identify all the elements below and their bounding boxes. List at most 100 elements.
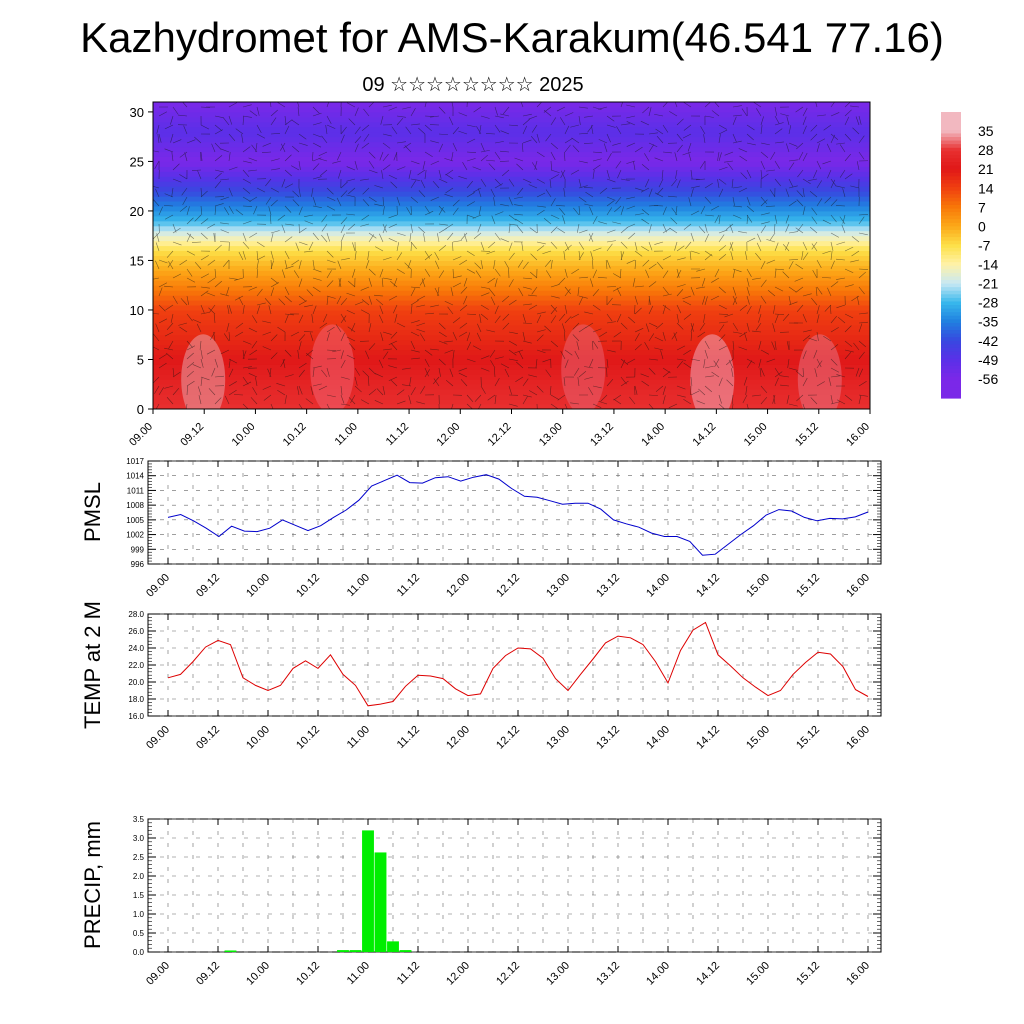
wind-barb [578,252,584,261]
wind-barb [626,259,636,264]
temperature-y-tick-label: 18.0 [128,695,144,704]
wind-barb [648,322,658,328]
wind-barb [410,331,420,337]
wind-barb [321,234,328,243]
colorbar-segment [941,140,961,145]
wind-barb [493,197,496,207]
wind-barb [214,268,217,278]
wind-barb [179,174,188,180]
wind-barb [703,134,706,144]
wind-barb [550,174,559,180]
wind-barb [153,199,160,207]
wind-barb [410,305,413,315]
wind-barb [155,188,160,198]
wind-barb [572,145,580,153]
precipitation-y-tick-label: 3.5 [133,815,145,824]
wind-barb [348,187,356,195]
wind-barb [332,349,342,353]
wind-barb [291,119,300,126]
wind-barb [788,159,798,162]
wind-barb [228,133,236,141]
wind-barb [645,269,650,279]
wind-barb [242,232,247,242]
wind-barb [729,224,734,234]
wind-barb [584,376,594,380]
pmsl-x-tick-label: 14.00 [644,572,672,600]
wind-barb [500,363,510,369]
wind-barb [606,115,615,122]
wind-barb [620,102,624,108]
colorbar-segment [941,129,961,135]
wind-barb [576,341,580,351]
wind-barb [644,153,650,162]
wind-barb [480,367,490,372]
wind-barb [424,170,427,180]
wind-barb [346,292,356,297]
wind-barb [241,134,244,144]
wind-barb [522,396,528,405]
wind-barb [500,238,510,243]
wind-barb [368,169,378,174]
wind-barb [522,331,526,341]
wind-barb [787,358,790,368]
pmsl-x-tick-label: 14.12 [694,572,722,600]
colorbar-segment [941,187,961,192]
wind-barb [368,234,375,243]
wind-barb [424,210,434,216]
wind-barb [362,370,370,378]
wind-barb [732,269,736,279]
wind-barb [592,269,597,279]
wind-barb [494,268,501,277]
wind-barb [153,232,160,240]
wind-barb [381,170,384,180]
wind-barb [598,400,608,405]
wind-barb [186,345,196,351]
wind-barb [165,304,174,311]
wind-barb [668,195,678,198]
wind-barb [760,142,770,146]
heatmap-band [153,250,870,256]
wind-barb [494,124,501,133]
wind-barb [662,151,672,154]
wind-barb [576,223,580,233]
wind-barb [326,367,330,377]
colorbar-segment [941,154,961,160]
wind-barb [360,286,370,291]
wind-barb [564,241,570,251]
wind-barb [620,359,626,369]
wind-barb [153,313,160,315]
colorbar-segment [941,122,961,127]
heatmap-band [153,235,870,242]
wind-barb [682,151,692,156]
wind-barb [318,158,328,162]
wind-barb [376,388,384,396]
wind-barb [396,268,405,274]
wind-barb [284,183,294,189]
wind-barb [480,149,490,153]
wind-barb [808,178,818,181]
wind-barb [844,325,852,333]
wind-barb [489,288,496,297]
wind-barb [858,395,862,405]
wind-barb [396,166,406,171]
wind-barb [809,226,818,234]
wind-barb [340,181,348,189]
wind-barb [626,104,636,108]
heatmap-band [153,403,870,409]
wind-barb [599,331,608,337]
wind-barb [451,151,454,161]
wind-barb [760,295,767,304]
wind-barb [522,313,526,323]
wind-barb [156,124,160,134]
wind-barb [379,268,384,278]
wind-barb [648,188,653,198]
colorbar-segment [941,358,961,363]
wind-barb [390,379,398,387]
wind-barb [450,287,454,297]
wind-barb [508,331,518,334]
wind-barb [851,236,860,243]
wind-barb [458,130,468,135]
pmsl-y-tick-label: 999 [131,545,145,554]
wind-barb [361,124,370,131]
